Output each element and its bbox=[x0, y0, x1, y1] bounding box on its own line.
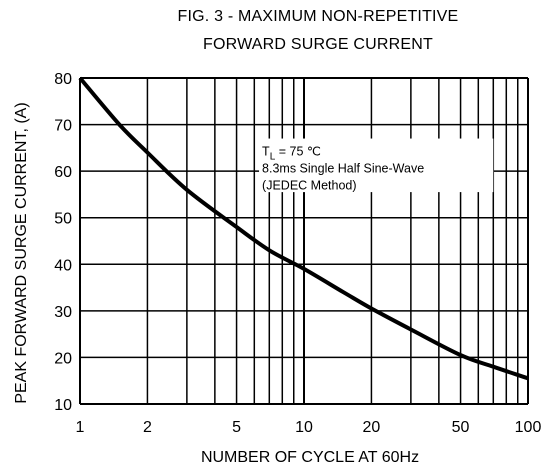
x-tick-label: 100 bbox=[515, 419, 542, 436]
annotation-background bbox=[259, 138, 494, 193]
x-tick-label: 5 bbox=[232, 419, 241, 436]
x-tick-label: 1 bbox=[76, 419, 85, 436]
annotation-line-2: 8.3ms Single Half Sine-Wave bbox=[262, 162, 424, 176]
y-tick-label: 30 bbox=[54, 304, 72, 321]
x-tick-label: 20 bbox=[363, 419, 381, 436]
y-tick-label: 70 bbox=[54, 118, 72, 135]
y-axis-tick-labels: 10 20 30 40 50 60 70 80 bbox=[54, 71, 72, 414]
annotation-box: TL = 75 ℃ 8.3ms Single Half Sine-Wave (J… bbox=[259, 138, 494, 193]
surge-current-curve bbox=[78, 76, 529, 381]
chart-title: FIG. 3 - MAXIMUM NON-REPETITIVE bbox=[177, 8, 459, 25]
x-axis-tick-labels: 1 2 5 10 20 50 100 bbox=[76, 419, 542, 436]
chart-subtitle: FORWARD SURGE CURRENT bbox=[203, 36, 433, 53]
y-tick-label: 40 bbox=[54, 257, 72, 274]
y-tick-label: 10 bbox=[54, 397, 72, 414]
annotation-line-1: TL = 75 ℃ bbox=[262, 145, 321, 163]
grid bbox=[79, 77, 529, 405]
y-tick-label: 60 bbox=[54, 164, 72, 181]
x-tick-label: 2 bbox=[143, 419, 152, 436]
y-axis-label: PEAK FORWARD SURGE CURRENT, (A) bbox=[13, 102, 30, 403]
y-tick-label: 80 bbox=[54, 71, 72, 88]
y-tick-label: 20 bbox=[54, 350, 72, 367]
x-axis-label: NUMBER OF CYCLE AT 60Hz bbox=[201, 449, 419, 466]
annotation-line-3: (JEDEC Method) bbox=[262, 179, 356, 193]
x-tick-label: 50 bbox=[452, 419, 470, 436]
x-tick-label: 10 bbox=[295, 419, 313, 436]
y-tick-label: 50 bbox=[54, 211, 72, 228]
